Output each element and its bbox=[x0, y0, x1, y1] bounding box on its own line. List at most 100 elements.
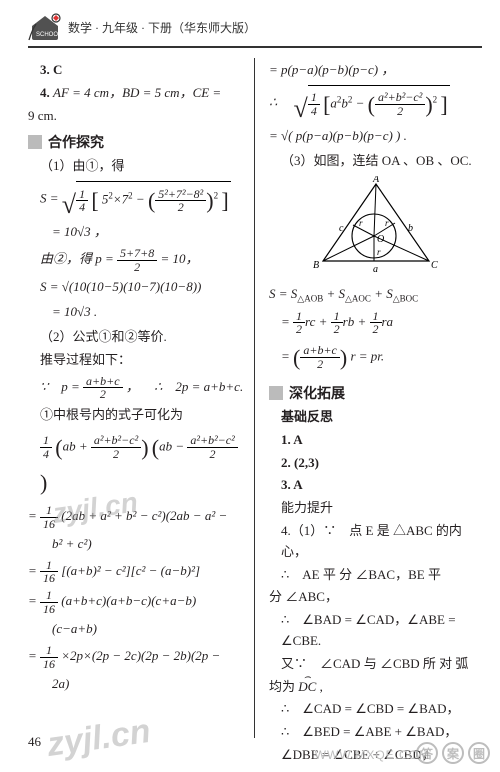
r5b: △AOB bbox=[297, 293, 323, 303]
site-watermark: WWW.MXQE.COM bbox=[315, 748, 430, 762]
svg-text:SCHOOL: SCHOOL bbox=[36, 32, 62, 38]
svg-text:r: r bbox=[359, 218, 363, 228]
r2d1: 4 bbox=[308, 105, 320, 118]
q4f-pre: 均为 bbox=[269, 679, 298, 694]
r3: = √( p(p−a)(p−b)(p−c) ) . bbox=[269, 126, 407, 147]
p2-5: ①中根号内的式子可化为 bbox=[28, 405, 244, 426]
r5: S = S△AOB + S△AOC + S△BOC bbox=[269, 284, 418, 306]
q4d: ∴ ∠BAD = ∠CAD，∠ABE = ∠CBE. bbox=[269, 610, 482, 652]
r7b: r = pr. bbox=[350, 348, 384, 363]
p2-7: = 116 (2ab + a² + b² − c²)(2ab − a² − bbox=[28, 504, 227, 530]
corner-dot-1: 答 bbox=[416, 742, 438, 764]
f6bn: a²+b²−c² bbox=[91, 434, 141, 448]
p2-3: ∵ p = a+b+c2 ， bbox=[28, 375, 139, 401]
left-column: 3. C 4. AF = 4 cm，BD = 5 cm，CE = 9 cm. 合… bbox=[28, 58, 255, 738]
r5c: + S bbox=[326, 286, 345, 301]
p-var: p bbox=[95, 251, 102, 266]
f7d: 16 bbox=[40, 518, 58, 531]
f-d: 4 bbox=[76, 201, 88, 214]
q2: 2. (2,3) bbox=[269, 453, 482, 474]
corner-watermark: 答 案 圈 bbox=[416, 742, 490, 764]
f6cn: a²+b²−c² bbox=[187, 434, 237, 448]
r6cn: 1 bbox=[370, 310, 382, 324]
q4h: ∴ ∠BED = ∠ABE + ∠BAD， bbox=[269, 722, 482, 743]
ans-4-num: 4. bbox=[40, 85, 50, 100]
res1: = 10√3 ， bbox=[28, 222, 107, 243]
r6ad: 2 bbox=[293, 323, 305, 336]
ans-3: 3. C bbox=[28, 60, 244, 81]
r2id: 2 bbox=[375, 105, 425, 118]
sub2: 能力提升 bbox=[269, 498, 482, 519]
svg-text:a: a bbox=[373, 264, 378, 275]
content-columns: 3. C 4. AF = 4 cm，BD = 5 cm，CE = 9 cm. 合… bbox=[28, 58, 482, 738]
p2-6: 14 (ab + a²+b²−c²2) (ab − a²+b²−c²2) bbox=[28, 430, 244, 500]
r6an: 1 bbox=[293, 310, 305, 324]
s-sym: S bbox=[40, 191, 47, 206]
p-n: 5+7+8 bbox=[117, 247, 157, 261]
r6bn: 1 bbox=[331, 310, 343, 324]
svg-text:B: B bbox=[313, 260, 319, 271]
ans-4: 4. AF = 4 cm，BD = 5 cm，CE = bbox=[28, 83, 244, 104]
page-number: 46 bbox=[28, 734, 41, 750]
corner-dot-3: 圈 bbox=[468, 742, 490, 764]
r5e: + S bbox=[374, 286, 393, 301]
f9d: 16 bbox=[40, 603, 58, 616]
f6an: 1 bbox=[40, 434, 52, 448]
fd2: 2 bbox=[155, 201, 206, 214]
p2-10c: 2a) bbox=[28, 674, 69, 695]
q4j: ∴ ∠BED = ∠DBE， bbox=[269, 768, 482, 772]
r6bd: 2 bbox=[331, 323, 343, 336]
ans-4b: 9 cm. bbox=[28, 106, 244, 127]
r2a: ∴ bbox=[269, 94, 290, 109]
p2-9c: (c−a+b) bbox=[28, 619, 97, 640]
r5d: △AOC bbox=[345, 293, 371, 303]
section-shenhua-title: 深化拓展 bbox=[289, 383, 345, 403]
r6a: rc + bbox=[305, 314, 331, 329]
r5a: S = S bbox=[269, 286, 297, 301]
f6bd: 2 bbox=[91, 448, 141, 461]
p1-lead: （1）由①，得 bbox=[28, 156, 244, 177]
f7n: 1 bbox=[40, 504, 58, 518]
p-suf: = 10， bbox=[161, 251, 199, 266]
p2-2: 推导过程如下： bbox=[28, 350, 244, 371]
q4c: 分 ∠ABC， bbox=[269, 587, 482, 608]
r6: = 12rc + 12rb + 12ra bbox=[269, 310, 393, 336]
svg-text:r: r bbox=[385, 218, 389, 228]
r6cd: 2 bbox=[370, 323, 382, 336]
fn2: 5²+7²−8² bbox=[155, 188, 206, 202]
section-hezuo: 合作探究 bbox=[28, 132, 244, 152]
section-shenhua: 深化拓展 bbox=[269, 383, 482, 403]
r2: ∴ √ 14 [a2b2 − (a²+b²−c²2)2 ] bbox=[269, 85, 450, 122]
p2-8: = 116 [(a+b)² − c²][c² − (a−b)²] bbox=[28, 559, 200, 585]
q4a: 4.（1）∵ 点 E 是 △ABC 的内心， bbox=[269, 521, 482, 563]
logo-icon: SCHOOL bbox=[28, 12, 62, 42]
p-d: 2 bbox=[117, 261, 157, 274]
r5f: △BOC bbox=[393, 293, 418, 303]
section-hezuo-title: 合作探究 bbox=[48, 132, 104, 152]
corner-dot-2: 案 bbox=[442, 742, 464, 764]
formula-s1: S = √ 14 [ 52×72 − (5²+7²−8²2)2 ] bbox=[28, 181, 231, 218]
p2-9: = 116 (a+b+c)(a+b−c)(c+a−b) bbox=[28, 589, 196, 615]
p2-4: ∴ 2p = a+b+c. bbox=[142, 377, 243, 398]
q4g: ∴ ∠CAD = ∠CBD = ∠BAD， bbox=[269, 699, 482, 720]
svg-text:c: c bbox=[339, 223, 344, 234]
r6c: ra bbox=[382, 314, 394, 329]
p-line: 由②，得 p = 5+7+82 = 10， bbox=[28, 247, 199, 273]
q3: 3. A bbox=[269, 475, 482, 496]
res2: = 10√3 . bbox=[28, 302, 97, 323]
p2-3c: ， bbox=[126, 379, 139, 394]
svg-text:b: b bbox=[408, 223, 413, 234]
p2-7b: (2ab + a² + b² − c²)(2ab − a² − bbox=[61, 508, 227, 523]
r4: （3）如图，连结 OA 、OB 、OC. bbox=[269, 151, 482, 172]
p2-3d: 2 bbox=[83, 388, 123, 401]
header-title: 数学 · 九年级 · 下册（华东师大版） bbox=[68, 19, 256, 36]
q1: 1. A bbox=[269, 430, 482, 451]
f8n: 1 bbox=[40, 559, 58, 573]
s-sqrt: S = √(10(10−5)(10−7)(10−8)) bbox=[28, 277, 201, 298]
q4f-suf: , bbox=[320, 679, 323, 694]
p2-8b: [(a+b)² − c²][c² − (a−b)²] bbox=[61, 563, 200, 578]
sub1: 基础反思 bbox=[269, 407, 482, 428]
right-column: = p(p−a)(p−b)(p−c) ， ∴ √ 14 [a2b2 − (a²+… bbox=[255, 58, 482, 738]
p2-7c: b² + c²) bbox=[28, 534, 92, 555]
p2-1: （2）公式①和②等价. bbox=[28, 327, 244, 348]
